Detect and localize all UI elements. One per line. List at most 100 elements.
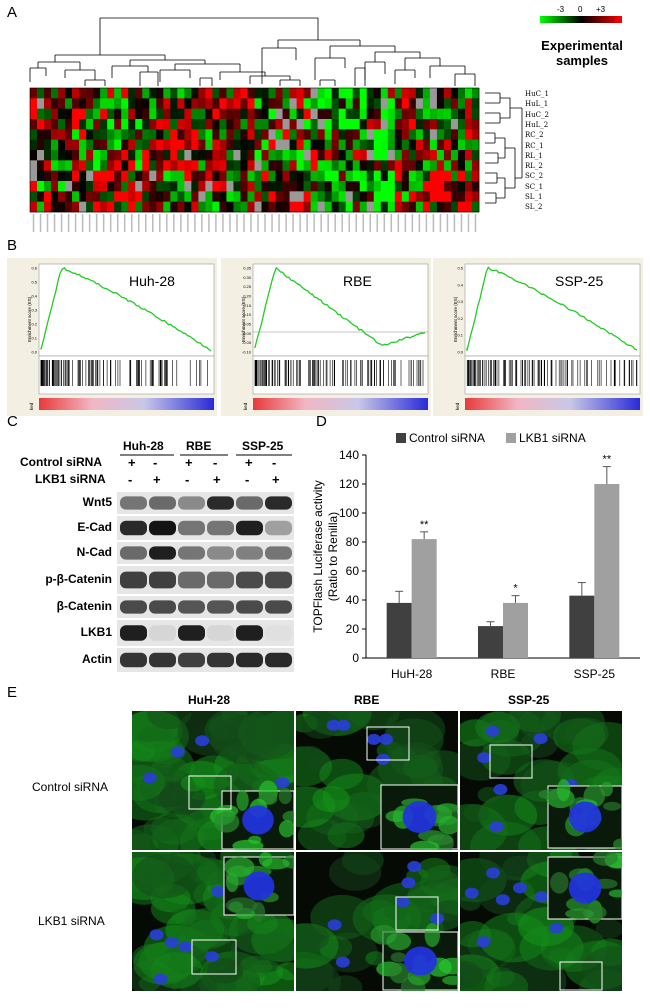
heatmap-cell xyxy=(247,108,255,120)
heatmap-cell xyxy=(429,119,438,130)
heatmap-cell xyxy=(226,201,234,213)
inset-signal xyxy=(424,923,440,948)
heatmap-cell xyxy=(121,108,129,120)
heatmap-cell xyxy=(121,139,129,151)
heatmap-cell xyxy=(128,108,136,120)
heatmap-cell xyxy=(149,98,157,109)
heatmap-cell xyxy=(289,170,297,182)
heatmap-cell xyxy=(359,139,368,151)
heatmap-cell xyxy=(163,139,171,151)
blot-band xyxy=(236,520,263,536)
blot-band xyxy=(207,496,234,510)
heatmap-cell xyxy=(422,181,431,192)
heatmap-cell xyxy=(450,108,459,120)
heatmap-cell xyxy=(226,181,234,192)
cell-nucleus xyxy=(379,733,393,745)
heatmap-cell xyxy=(394,139,403,151)
heatmap-cell xyxy=(93,129,101,140)
heatmap-cell xyxy=(191,108,199,120)
heatmap-cell xyxy=(121,160,129,171)
heatmap-cell xyxy=(359,129,368,140)
inset-signal xyxy=(592,852,618,866)
heatmap-cell xyxy=(268,191,276,202)
heatmap-cell xyxy=(261,191,269,202)
heatmap-cell xyxy=(205,191,213,202)
y-tick-label: 0 xyxy=(352,651,359,665)
inset-nucleus xyxy=(568,872,602,904)
es-tick-label: 0.10 xyxy=(243,312,252,317)
heatmap-cell xyxy=(282,129,290,140)
heatmap-cell xyxy=(114,108,122,120)
heatmap-cell xyxy=(51,201,59,213)
sample-label: HuL_2 xyxy=(525,120,549,129)
heatmap-cell xyxy=(58,139,66,151)
heatmap-cell xyxy=(422,139,431,151)
heatmap-cell xyxy=(170,201,178,213)
heatmap-cell xyxy=(345,88,354,99)
heatmap-cell xyxy=(86,191,94,202)
heatmap-cell xyxy=(65,108,73,120)
heatmap-cell xyxy=(51,119,59,130)
heatmap-cell xyxy=(450,150,459,161)
es-plot-area xyxy=(464,263,641,357)
inset-selection-box xyxy=(188,775,232,810)
heatmap-cell xyxy=(184,139,192,151)
inset-signal xyxy=(278,820,294,838)
heatmap-cell xyxy=(219,170,227,182)
heatmap-cell xyxy=(65,201,73,213)
blot-beta-catenin xyxy=(117,596,294,618)
y-tick-label: 80 xyxy=(346,535,360,549)
heatmap-cell xyxy=(436,201,445,213)
heatmap-cell xyxy=(240,88,248,99)
heatmap-cell xyxy=(352,129,361,140)
heatmap-cell xyxy=(135,129,143,140)
heatmap-cell xyxy=(387,129,396,140)
y-tick-label: 60 xyxy=(346,564,360,578)
heatmap-cell xyxy=(177,201,185,213)
inset-signal xyxy=(556,779,571,802)
heatmap-cell xyxy=(163,88,171,99)
heatmap-cell xyxy=(184,170,192,182)
heatmap-cell xyxy=(233,98,241,109)
heatmap-cell xyxy=(170,160,178,171)
cell-nucleus xyxy=(486,867,501,879)
heatmap-cell xyxy=(415,191,424,202)
heatmap-cell xyxy=(436,160,445,171)
heatmap-cell xyxy=(198,191,206,202)
heatmap-cell xyxy=(205,139,213,151)
heatmap-cell xyxy=(366,181,375,192)
heatmap-cell xyxy=(149,139,157,151)
heatmap-cell xyxy=(261,201,269,213)
heatmap-cell xyxy=(128,191,136,202)
heatmap-cell xyxy=(191,150,199,161)
heatmap-cell xyxy=(366,170,375,182)
heatmap-cell xyxy=(429,88,438,99)
heatmap-cell xyxy=(191,191,199,202)
inset-signal xyxy=(390,952,407,963)
cell-cytoplasm xyxy=(276,962,294,981)
heatmap-cell xyxy=(429,139,438,151)
heatmap-cell xyxy=(163,129,171,140)
heatmap-cell xyxy=(254,129,262,140)
heatmap-cell xyxy=(156,201,164,213)
blot-label: Actin xyxy=(82,652,112,666)
heatmap-cell xyxy=(163,191,171,202)
heatmap-cell xyxy=(135,170,143,182)
cell-nucleus xyxy=(476,936,491,948)
heatmap-cell xyxy=(219,181,227,192)
heatmap-cell xyxy=(114,181,122,192)
heatmap-cell xyxy=(156,88,164,99)
heatmap-cell xyxy=(65,119,73,130)
heatmap-cell xyxy=(401,129,410,140)
heatmap-cell xyxy=(247,98,255,109)
heatmap-cell xyxy=(100,98,108,109)
cell-cytoplasm xyxy=(595,919,622,939)
heatmap-cell xyxy=(51,191,59,202)
heatmap-cell xyxy=(464,191,473,202)
cell-cytoplasm xyxy=(180,774,205,792)
heatmap-cell xyxy=(303,191,311,202)
heatmap-cell xyxy=(247,150,255,161)
heatmap-cell xyxy=(457,201,466,213)
heatmap-cell xyxy=(261,181,269,192)
heatmap-cell xyxy=(345,108,354,120)
